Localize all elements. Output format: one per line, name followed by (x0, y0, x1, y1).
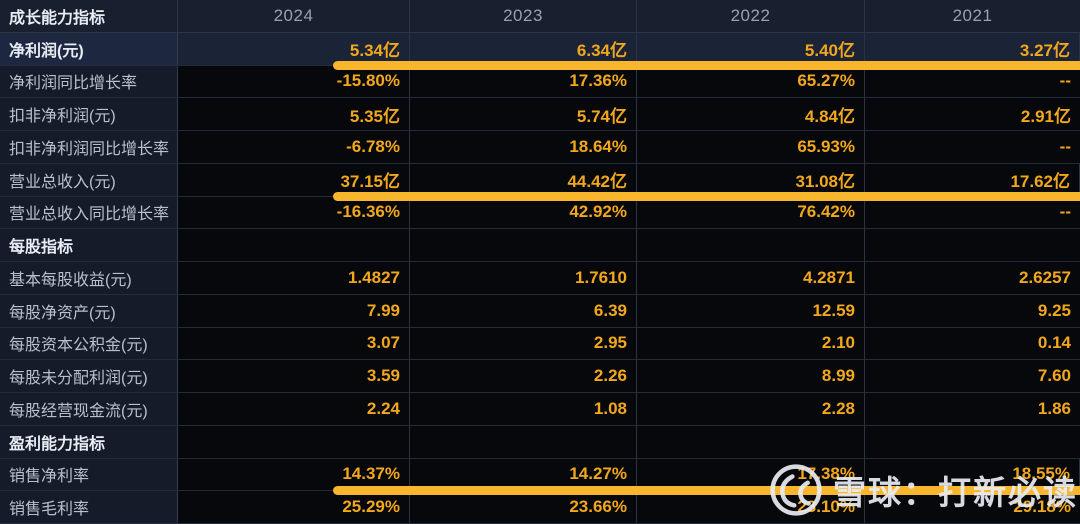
cell-value: -6.78% (178, 131, 410, 163)
cell-value: 31.08亿 (637, 163, 865, 196)
cell-value: 76.42% (637, 196, 865, 229)
cell-value: 18.64% (410, 131, 637, 163)
cell-value: -- (1059, 71, 1071, 91)
highlight-underline-bar (333, 60, 1080, 70)
cell-value: 14.37% (178, 458, 410, 491)
row-label: 每股经营现金流(元) (0, 393, 178, 425)
cell-value: 65.93% (637, 131, 865, 163)
cell-value: 3.27亿 (865, 32, 1080, 65)
row-label: 销售毛利率 (0, 491, 178, 523)
row-label: 营业总收入同比增长率 (0, 196, 178, 229)
cell-value: 14.27% (410, 458, 637, 491)
cell-value (178, 425, 410, 458)
row-label: 营业总收入(元) (0, 163, 178, 196)
cell-value: 1.08 (410, 393, 637, 425)
highlight-underline-bar (333, 486, 1080, 496)
column-header-2021[interactable]: 2021 (952, 5, 993, 25)
cell-value (410, 229, 637, 261)
cell-value: 3.07 (178, 327, 410, 360)
highlight-underline-bar (333, 191, 1080, 201)
cell-value: 7.99 (178, 294, 410, 327)
cell-value: 0.14 (1037, 333, 1071, 353)
table-row[interactable]: 盈利能力指标 (0, 425, 1080, 459)
cell-value: 5.35亿 (178, 98, 410, 130)
cell-value: 2.10 (637, 327, 865, 360)
cell-value: -- (1059, 136, 1071, 156)
cell-value (410, 425, 637, 458)
cell-value: 4.2871 (637, 262, 865, 294)
cell-value: 5.34亿 (178, 32, 410, 65)
table-row[interactable]: 每股净资产(元) 7.99 6.39 12.59 9.25 (0, 294, 1080, 328)
table-header-row: 成长能力指标 2024 2023 2022 2021 (0, 0, 1080, 33)
cell-value: 17.62亿 (865, 163, 1080, 196)
table-row[interactable]: 每股资本公积金(元) 3.07 2.95 2.10 0.14 (0, 327, 1080, 361)
cell-value: 29.18% (1013, 497, 1071, 517)
cell-value: 2.26 (410, 360, 637, 392)
cell-value: 6.34亿 (410, 32, 637, 65)
row-label: 每股资本公积金(元) (0, 327, 178, 360)
table-row[interactable]: 基本每股收益(元) 1.4827 1.7610 4.2871 2.6257 (0, 262, 1080, 295)
cell-value: 17.36% (410, 65, 637, 98)
cell-value: 2.6257 (1019, 267, 1071, 287)
column-header-2023[interactable]: 2023 (410, 0, 637, 32)
cell-value: 1.7610 (410, 262, 637, 294)
table-row[interactable]: 营业总收入(元) 37.15亿 44.42亿 31.08亿 17.62亿 (0, 163, 1080, 201)
cell-value: 2.95 (410, 327, 637, 360)
cell-value: -- (1059, 202, 1071, 222)
table-row[interactable]: 每股未分配利润(元) 3.59 2.26 8.99 7.60 (0, 360, 1080, 393)
cell-value: 5.74亿 (410, 98, 637, 130)
table-corner-label: 成长能力指标 (0, 0, 178, 32)
row-label: 盈利能力指标 (0, 425, 178, 458)
row-label: 净利润(元) (0, 32, 178, 65)
row-label: 每股未分配利润(元) (0, 360, 178, 392)
cell-value: 42.92% (410, 196, 637, 229)
cell-value: 5.40亿 (637, 32, 865, 65)
cell-value: 23.10% (637, 491, 865, 523)
row-label: 扣非净利润(元) (0, 98, 178, 130)
table-row[interactable]: 扣非净利润同比增长率 -6.78% 18.64% 65.93% -- (0, 131, 1080, 164)
cell-value: 37.15亿 (178, 163, 410, 196)
cell-value (865, 426, 1080, 458)
cell-value: 7.60 (1037, 366, 1071, 386)
cell-value: 2.24 (178, 393, 410, 425)
table-row[interactable]: 营业总收入同比增长率 -16.36% 42.92% 76.42% -- (0, 196, 1080, 230)
cell-value: 25.29% (178, 491, 410, 523)
cell-value (178, 229, 410, 261)
table-row[interactable]: 净利润同比增长率 -15.80% 17.36% 65.27% -- (0, 65, 1080, 99)
cell-value: 12.59 (637, 294, 865, 327)
row-label: 扣非净利润同比增长率 (0, 131, 178, 163)
column-header-2024[interactable]: 2024 (178, 0, 410, 32)
cell-value: 3.59 (178, 360, 410, 392)
cell-value: 1.86 (1037, 398, 1071, 418)
row-label: 净利润同比增长率 (0, 65, 178, 98)
cell-value: 4.84亿 (637, 98, 865, 130)
cell-value (865, 229, 1080, 261)
row-label: 销售净利率 (0, 458, 178, 491)
cell-value: 9.25 (1037, 300, 1071, 320)
table-row[interactable]: 销售毛利率 25.29% 23.66% 23.10% 29.18% (0, 491, 1080, 524)
row-label: 每股指标 (0, 229, 178, 261)
cell-value: 65.27% (637, 65, 865, 98)
cell-value: 23.66% (410, 491, 637, 523)
cell-value (637, 229, 865, 261)
cell-value: 8.99 (637, 360, 865, 392)
table-row[interactable]: 每股指标 (0, 229, 1080, 262)
table-row[interactable]: 销售净利率 14.37% 14.27% 17.38% 18.55% (0, 458, 1080, 496)
row-label: 基本每股收益(元) (0, 262, 178, 294)
table-row[interactable]: 每股经营现金流(元) 2.24 1.08 2.28 1.86 (0, 393, 1080, 426)
cell-value: 44.42亿 (410, 163, 637, 196)
row-label: 每股净资产(元) (0, 294, 178, 327)
table-row[interactable]: 净利润(元) 5.34亿 6.34亿 5.40亿 3.27亿 (0, 32, 1080, 70)
table-row[interactable]: 扣非净利润(元) 5.35亿 5.74亿 4.84亿 2.91亿 (0, 98, 1080, 131)
cell-value: -15.80% (178, 65, 410, 98)
cell-value (637, 425, 865, 458)
cell-value: 2.28 (637, 393, 865, 425)
cell-value: 2.91亿 (1020, 106, 1071, 126)
cell-value: 1.4827 (178, 262, 410, 294)
column-header-2022[interactable]: 2022 (637, 0, 865, 32)
cell-value: -16.36% (178, 196, 410, 229)
cell-value: 6.39 (410, 294, 637, 327)
